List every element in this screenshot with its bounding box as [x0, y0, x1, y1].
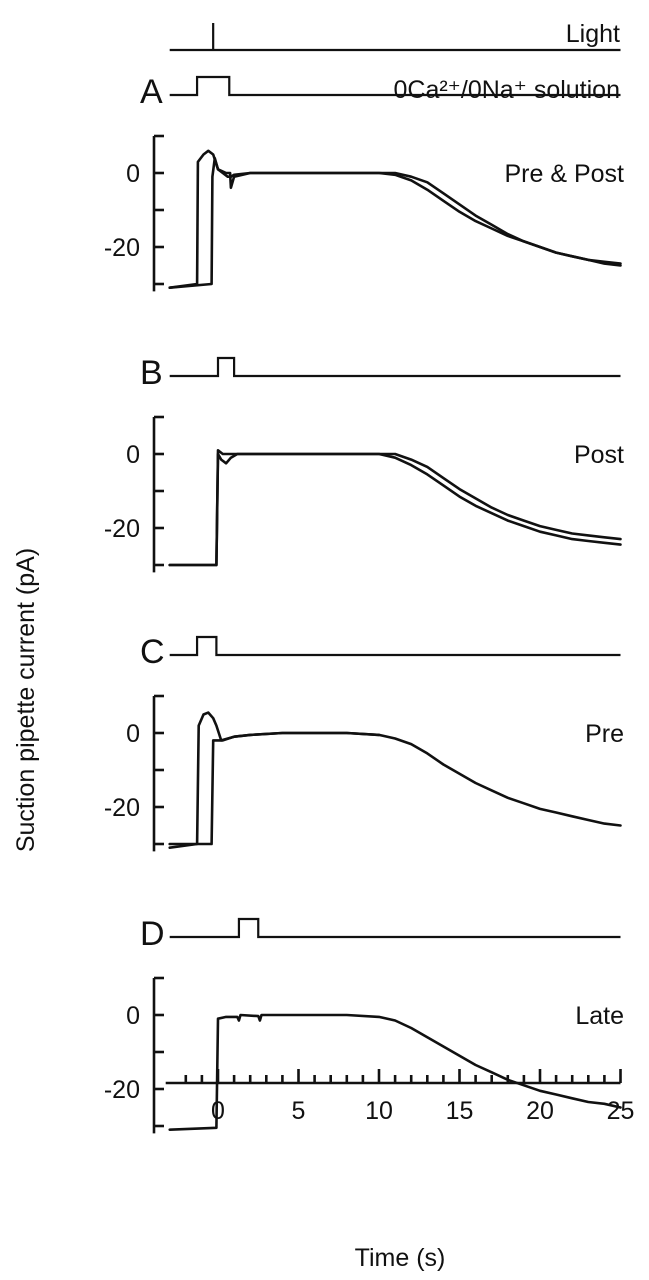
current-trace-2	[168, 449, 622, 567]
solution-label: 0Ca²⁺/0Na⁺ solution	[393, 76, 620, 104]
y-tick-label: 0	[126, 1002, 140, 1030]
x-tick-label: 10	[365, 1097, 393, 1125]
y-tick-label: -20	[104, 1076, 140, 1104]
x-tick-label: 25	[607, 1097, 635, 1125]
x-axis-label: Time (s)	[355, 1244, 446, 1272]
current-trace-1	[168, 452, 622, 567]
solution-step-trace	[169, 917, 621, 939]
panel-a: A Pre & Post 0 -20	[104, 73, 625, 292]
current-trace-2	[168, 156, 622, 289]
x-axis: 0 5 10 15 20 25	[165, 1069, 635, 1125]
condition-label: Post	[574, 441, 624, 469]
y-tick-label: 0	[126, 720, 140, 748]
y-axis-label: Suction pipette current (pA)	[12, 548, 40, 852]
plot-layer: A Pre & Post 0 -20 B Post 0 -20 C Pre 0 -20 D Late 0 -2…	[104, 23, 635, 1134]
solution-step-trace	[169, 635, 621, 657]
condition-label: Pre	[585, 720, 624, 748]
y-tick-label: 0	[126, 160, 140, 188]
solution-step-trace	[169, 75, 621, 97]
y-tick-label: -20	[104, 515, 140, 543]
condition-label: Late	[575, 1002, 624, 1030]
current-trace-2	[168, 731, 381, 846]
solution-step-trace	[169, 356, 621, 378]
x-tick-label: 15	[446, 1097, 474, 1125]
x-tick-label: 0	[211, 1097, 225, 1125]
x-tick-label: 20	[526, 1097, 554, 1125]
light-label: Light	[566, 20, 620, 48]
current-trace-1	[168, 1013, 622, 1131]
panel-c: C Pre 0 -20	[104, 633, 624, 852]
y-tick-label: 0	[126, 441, 140, 469]
current-trace-1	[168, 711, 622, 849]
y-tick-label: -20	[104, 794, 140, 822]
panel-letter: A	[140, 73, 163, 111]
y-tick-label: -20	[104, 234, 140, 262]
x-tick-label: 5	[292, 1097, 306, 1125]
panel-b: B Post 0 -20	[104, 354, 624, 573]
panel-letter: B	[140, 354, 163, 392]
panel-d: D Late 0 -20	[104, 915, 624, 1134]
panel-letter: D	[140, 915, 165, 953]
condition-label: Pre & Post	[505, 160, 625, 188]
panel-letter: C	[140, 633, 165, 671]
